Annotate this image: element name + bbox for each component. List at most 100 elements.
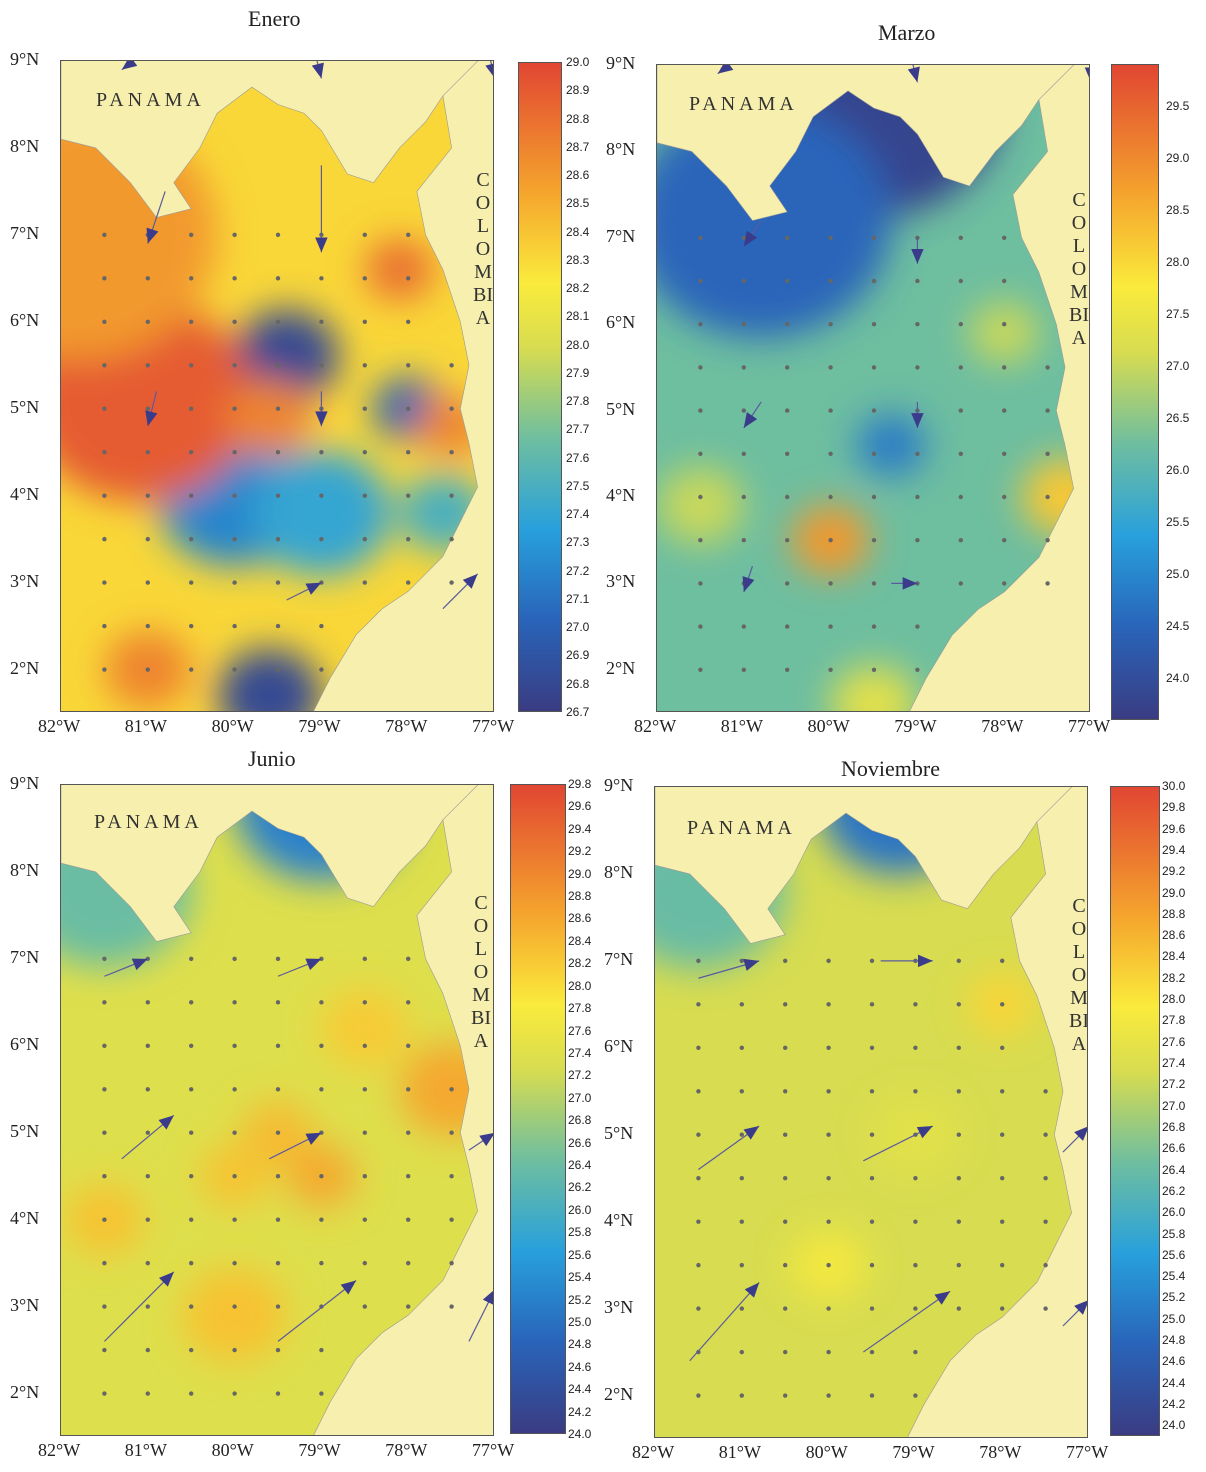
station-dot [232,1347,237,1353]
colorbar-tick-label: 29.4 [1162,842,1186,857]
station-dot [102,1000,107,1005]
station-dot [915,322,920,327]
station-dot [739,1219,744,1224]
station-dot [362,956,367,962]
vector-arrowhead [145,410,158,427]
colombia-landmass [313,785,493,1435]
station-dot [741,624,746,629]
longitude-tick-label: 78°W [981,716,1024,736]
station-dot [275,956,281,962]
station-dot [915,451,920,456]
station-dot [232,276,237,281]
vector-shaft [689,1282,760,1362]
station-dot [232,1087,237,1092]
station-dot [1000,1176,1005,1181]
colorbar-tick-label: 24.4 [568,1382,592,1397]
station-dot [406,1304,411,1309]
station-dot [232,406,237,411]
station-dot [783,1176,788,1181]
station-dot [232,1174,237,1179]
sst-anomaly [364,238,435,301]
station-dot [1000,1262,1005,1268]
station-dot [826,1219,831,1224]
station-dot [275,450,281,455]
station-dot [362,1260,367,1266]
station-dot [871,494,877,500]
station-dot [319,363,324,368]
station-dot [828,624,833,629]
station-dot [362,536,367,542]
station-dot [915,624,920,629]
latitude-tick-label: 7°N [606,225,636,246]
station-dot [696,1176,701,1181]
colorbar-tick-label: 24.8 [568,1337,592,1352]
station-dot [102,623,107,629]
station-dot [362,450,367,455]
sst-anomaly [225,378,313,457]
station-dot [1045,581,1050,586]
colorbar-tick-label: 27.2 [566,563,590,578]
station-dot [102,1043,107,1048]
station-dot [785,365,790,370]
station-dot [102,1391,107,1396]
colorbar-tick-label: 29.8 [1162,800,1186,815]
station-dot [915,494,920,500]
colorbar-tick-label: 28.0 [566,337,590,352]
sst-anomaly [321,989,409,1068]
station-dot [1000,1002,1005,1007]
station-dot [145,1000,150,1005]
station-dot [232,667,237,672]
station-dot [696,958,701,964]
longitude-tick-label: 77°W [472,1440,515,1460]
vector-arrowhead [305,1132,322,1145]
latitude-tick-label: 9°N [10,49,40,69]
station-dot [871,581,877,586]
colorbar-tick-label: 29.2 [568,844,592,859]
colorbar-tick-label: 29.0 [566,55,590,69]
vector-arrowhead [311,62,324,79]
longitude-tick-label: 81°W [124,1440,167,1460]
station-dot [783,1262,788,1268]
station-dot [828,278,833,284]
vector-arrowhead [340,1280,357,1295]
panama-landmass [61,61,493,218]
station-dot [913,1306,918,1311]
colorbar-tick-label: 26.5 [1166,411,1190,426]
station-dot [102,580,107,585]
station-dot [145,450,150,455]
current-vectors [121,61,493,610]
colorbar-tick-label: 28.0 [568,978,592,993]
station-dot [362,276,367,281]
colorbar-tick-label: 29.0 [1162,885,1186,900]
station-dot [449,1087,454,1092]
sst-anomaly [251,450,391,576]
station-dot [958,235,963,240]
station-dot [189,536,194,542]
station-dot [319,623,324,629]
station-dot [698,494,703,500]
vector-arrowhead [916,1126,933,1139]
colorbar-tick-label: 27.4 [1162,1056,1186,1071]
station-dot [871,322,877,327]
colorbar-tick-label: 26.8 [1162,1119,1186,1134]
latitude-tick-label: 9°N [10,773,40,793]
sst-map: PANAMA COLOMBIA [60,60,494,712]
vector-arrowhead [158,1115,174,1130]
station-dot [785,624,790,629]
station-dot [783,1393,788,1398]
latitude-tick-label: 2°N [606,657,636,678]
station-dot [275,406,281,411]
station-dot [145,536,150,542]
station-dot [1045,451,1050,456]
station-dot [869,1132,875,1137]
station-dot [406,1217,411,1222]
colorbar-tick-label: 25.2 [1162,1290,1186,1305]
station-dot [915,365,920,370]
latitude-tick-label: 8°N [604,861,634,882]
station-dot [362,232,367,238]
station-dot [449,1260,454,1266]
vector-arrowhead [1074,1126,1087,1141]
station-dot [189,493,194,498]
station-dot [406,1087,411,1092]
vector-arrowhead [1084,67,1089,78]
